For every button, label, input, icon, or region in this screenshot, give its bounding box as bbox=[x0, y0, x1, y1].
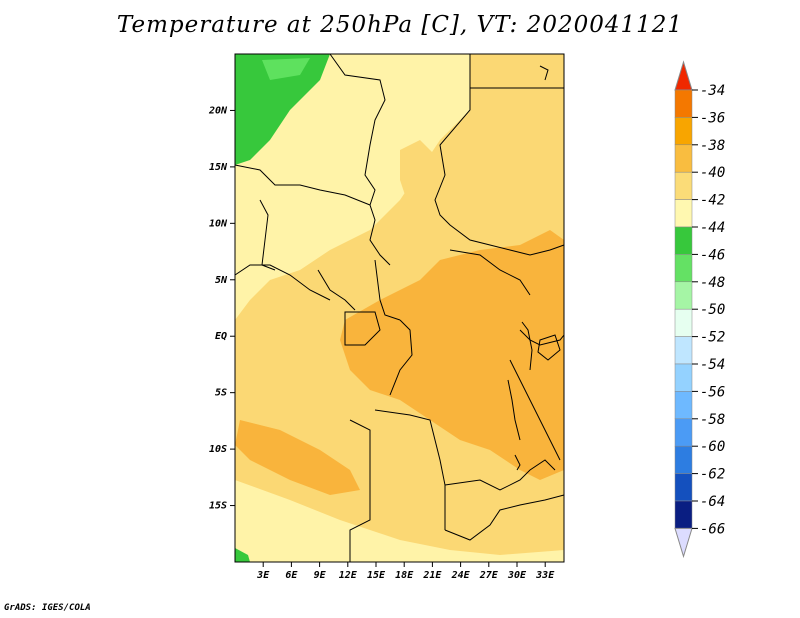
colorbar-segment bbox=[674, 445, 693, 474]
lon-tick-label: 6E bbox=[285, 570, 298, 581]
lon-tick-label: 18E bbox=[395, 570, 414, 581]
colorbar-segment bbox=[674, 391, 693, 420]
lat-tick-label: 5S bbox=[215, 388, 227, 399]
colorbar-label: -48 bbox=[700, 275, 725, 291]
colorbar-label: -36 bbox=[700, 110, 725, 126]
lon-tick-label: 3E bbox=[256, 570, 270, 581]
colorbar-top-arrow bbox=[674, 60, 693, 91]
colorbar-segment bbox=[674, 418, 693, 447]
colorbar-label: -58 bbox=[700, 412, 725, 428]
lon-tick-label: 12E bbox=[339, 570, 358, 581]
lon-tick-label: 33E bbox=[535, 570, 555, 581]
warm-region-east bbox=[400, 140, 440, 210]
lon-tick-label: 15E bbox=[367, 570, 386, 581]
lat-tick-label: 20N bbox=[208, 105, 228, 116]
colorbar-segment bbox=[674, 473, 693, 502]
colorbar-segment bbox=[674, 171, 693, 200]
colorbar-label: -42 bbox=[700, 193, 725, 209]
colorbar-segment bbox=[674, 336, 693, 365]
lat-tick-label: 10N bbox=[209, 218, 228, 229]
lon-tick-label: 27E bbox=[479, 570, 499, 581]
colorbar-segment bbox=[674, 226, 693, 255]
grads-credit: GrADS: IGES/COLA bbox=[4, 603, 91, 613]
lat-tick-label: 15N bbox=[209, 162, 228, 173]
chart-title: Temperature at 250hPa [C], VT: 202004112… bbox=[116, 12, 684, 38]
lon-tick-label: 21E bbox=[422, 570, 442, 581]
colorbar-label: -34 bbox=[700, 83, 725, 99]
colorbar-segment bbox=[674, 500, 693, 529]
colorbar-segment bbox=[674, 254, 693, 283]
map-frame bbox=[234, 53, 565, 563]
colorbar-label: -62 bbox=[700, 467, 725, 483]
colorbar-label: -50 bbox=[700, 302, 725, 318]
colorbar-segment bbox=[674, 281, 693, 310]
lon-tick-label: 30E bbox=[507, 570, 527, 581]
colorbar-segment bbox=[674, 363, 693, 392]
cool-region-southwest bbox=[235, 480, 564, 562]
longitude-axis: 3E 6E 9E 12E 15E 18E 21E 24E 27E 30E 33E bbox=[256, 562, 555, 581]
colorbar-label: -64 bbox=[700, 494, 725, 510]
cold-region-southwest bbox=[235, 548, 250, 562]
colorbar-bottom-arrow bbox=[674, 527, 693, 559]
colorbar-label: -40 bbox=[700, 165, 725, 181]
warm-region-central bbox=[340, 230, 564, 480]
colorbar-label: -38 bbox=[700, 138, 725, 154]
colorbar-segment bbox=[674, 144, 693, 173]
colorbar-segment bbox=[674, 117, 693, 146]
lat-tick-label: EQ bbox=[215, 331, 227, 342]
colorbar-segment bbox=[674, 308, 693, 337]
lat-tick-label: 5N bbox=[215, 275, 228, 286]
colorbar-label: -54 bbox=[700, 357, 725, 373]
colder-region-northwest bbox=[262, 58, 310, 80]
colorbar-label: -46 bbox=[700, 247, 725, 263]
cold-region-northwest bbox=[235, 54, 330, 165]
colorbar-label: -56 bbox=[700, 384, 725, 400]
lon-tick-label: 24E bbox=[451, 570, 471, 581]
colorbar: -34 -36 -38 -40 -42 -44 -46 -48 -50 -52 -54 -56 -58 -… bbox=[674, 60, 725, 559]
cool-region-north bbox=[235, 54, 470, 320]
warm-region-west bbox=[235, 420, 360, 495]
lat-tick-label: 10S bbox=[209, 444, 227, 455]
colorbar-label: -66 bbox=[700, 521, 725, 537]
temperature-field bbox=[234, 53, 565, 563]
colorbar-segment bbox=[674, 199, 693, 228]
latitude-axis: 20N 15N 10N 5N EQ 5S 10S 15S bbox=[208, 105, 235, 512]
country-borders bbox=[234, 53, 565, 562]
colorbar-label: -52 bbox=[700, 330, 725, 346]
lon-tick-label: 9E bbox=[314, 570, 327, 581]
lat-tick-label: 15S bbox=[209, 501, 227, 512]
colorbar-label: -44 bbox=[700, 220, 725, 236]
colorbar-label: -60 bbox=[700, 439, 725, 455]
colorbar-segment bbox=[674, 89, 693, 118]
lakes bbox=[507, 65, 561, 471]
